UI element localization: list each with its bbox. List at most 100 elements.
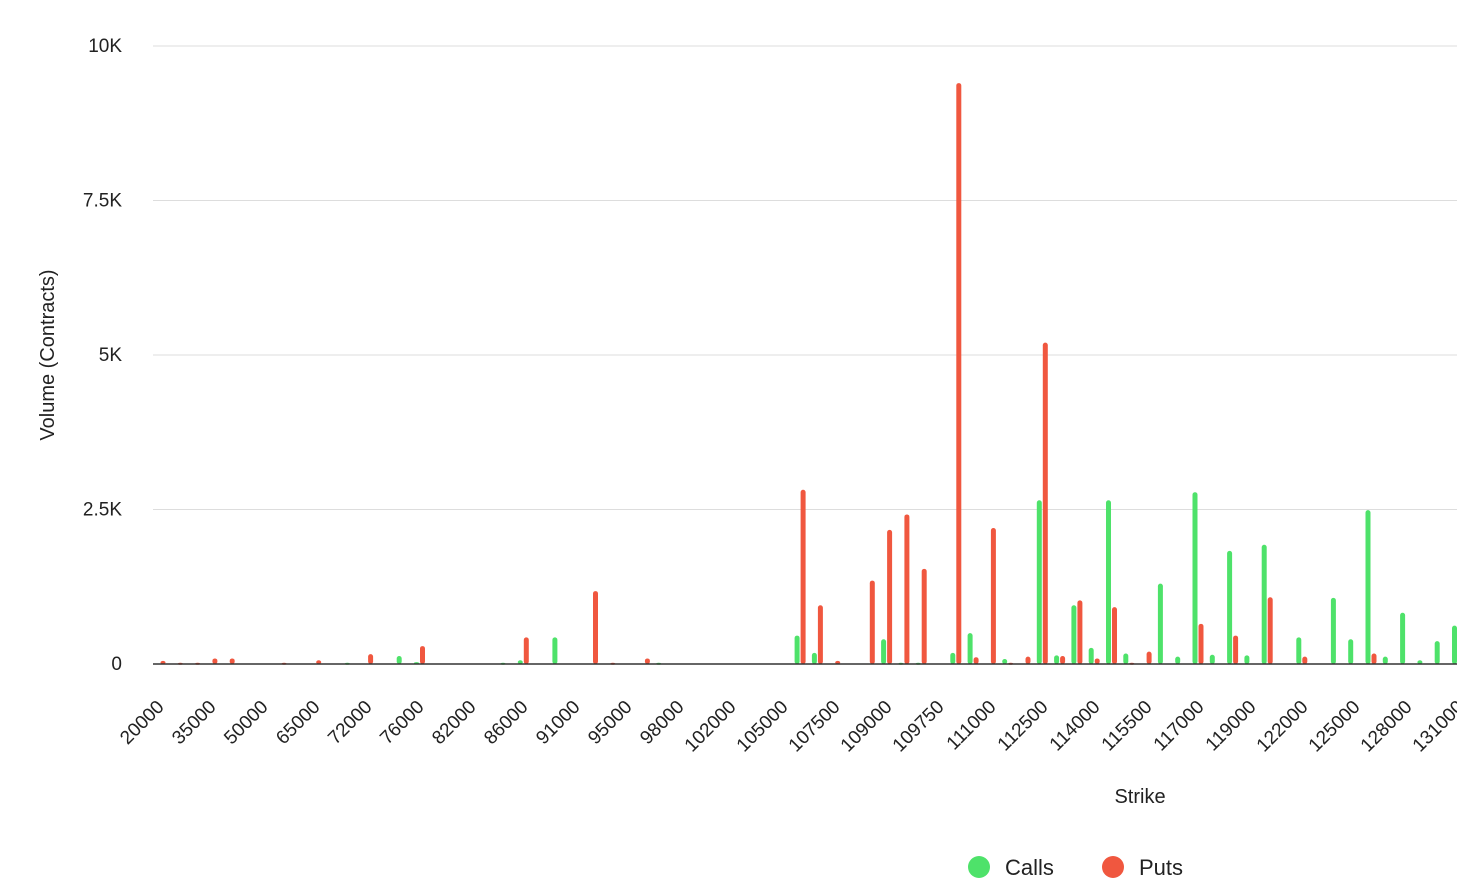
bar-puts[interactable] <box>593 591 598 664</box>
bar-calls[interactable] <box>950 652 956 664</box>
bar-calls[interactable] <box>1002 659 1008 664</box>
x-tick-label: 86000 <box>480 697 532 749</box>
bar-puts[interactable] <box>420 646 425 664</box>
x-tick-label: 91000 <box>532 697 584 749</box>
x-tick-label: 114000 <box>1046 697 1105 756</box>
bar-puts[interactable] <box>1233 635 1239 664</box>
gridlines <box>153 45 1457 510</box>
bar-puts[interactable] <box>990 528 996 664</box>
bar-puts[interactable] <box>973 657 979 664</box>
bar-puts[interactable] <box>368 654 374 664</box>
bar-puts[interactable] <box>1267 597 1273 664</box>
x-tick-label: 72000 <box>324 697 376 749</box>
bar-puts[interactable] <box>956 83 962 664</box>
bar-calls[interactable] <box>1192 492 1198 664</box>
legend-calls-marker <box>968 856 990 878</box>
bar-calls[interactable] <box>517 660 523 664</box>
bar-calls[interactable] <box>1209 654 1215 664</box>
bar-puts[interactable] <box>887 529 893 664</box>
x-tick-label: 82000 <box>428 697 480 749</box>
bar-puts[interactable] <box>160 660 166 664</box>
y-tick-label: 7.5K <box>83 191 122 212</box>
bar-calls[interactable] <box>811 652 817 664</box>
bar-calls[interactable] <box>1123 653 1129 664</box>
x-tick-label: 125000 <box>1305 697 1365 757</box>
legend[interactable]: Calls Puts <box>968 855 1183 880</box>
y-axis-ticks: 0 2.5K 5K 7.5K 10K <box>83 36 122 675</box>
bar-calls[interactable] <box>1261 544 1267 664</box>
bar-puts[interactable] <box>1042 342 1048 664</box>
bar-calls[interactable] <box>1365 510 1371 664</box>
bar-calls[interactable] <box>1157 583 1163 664</box>
bar-calls[interactable] <box>1227 550 1233 664</box>
legend-item-calls[interactable]: Calls <box>968 855 1054 880</box>
bar-calls[interactable] <box>1434 641 1440 664</box>
bar-calls[interactable] <box>1106 500 1111 664</box>
bar-calls[interactable] <box>1348 639 1354 664</box>
bar-puts[interactable] <box>1025 656 1031 664</box>
bar-puts[interactable] <box>523 637 529 664</box>
bar-puts[interactable] <box>316 660 322 664</box>
x-tick-label: 95000 <box>584 697 636 749</box>
bar-calls[interactable] <box>396 655 402 664</box>
bar-puts[interactable] <box>1112 607 1117 664</box>
bar-calls[interactable] <box>967 633 973 664</box>
y-tick-label: 0 <box>111 654 122 675</box>
bar-calls[interactable] <box>794 635 800 664</box>
x-tick-label: 109750 <box>889 697 949 757</box>
bar-puts[interactable] <box>1146 651 1152 664</box>
bar-puts[interactable] <box>1198 623 1204 664</box>
bar-calls[interactable] <box>1071 605 1077 664</box>
legend-item-puts[interactable]: Puts <box>1102 855 1183 880</box>
bar-puts[interactable] <box>1371 653 1377 664</box>
y-axis-title: Volume (Contracts) <box>37 269 59 440</box>
bar-calls[interactable] <box>1400 612 1406 664</box>
bar-puts[interactable] <box>800 489 806 664</box>
bar-calls[interactable] <box>1054 655 1060 664</box>
bar-puts[interactable] <box>229 658 235 664</box>
bar-calls[interactable] <box>552 637 558 664</box>
x-axis-title: Strike <box>1114 786 1165 808</box>
y-tick-label: 2.5K <box>83 500 122 521</box>
x-tick-label: 131000 <box>1409 697 1457 757</box>
bar-puts[interactable] <box>835 660 841 664</box>
bar-puts[interactable] <box>1302 656 1308 664</box>
bar-puts[interactable] <box>1077 600 1083 664</box>
bar-puts[interactable] <box>212 658 218 664</box>
x-tick-label: 122000 <box>1253 697 1313 757</box>
x-tick-label: 50000 <box>220 697 272 749</box>
bar-puts[interactable] <box>921 568 927 664</box>
x-tick-label: 35000 <box>168 697 220 749</box>
bar-calls[interactable] <box>1244 655 1250 664</box>
x-tick-label: 109000 <box>837 697 897 757</box>
x-axis-ticks: 20000 35000 50000 65000 72000 76000 82000 86000… <box>116 697 1457 757</box>
bar-puts[interactable] <box>1094 658 1100 664</box>
legend-puts-marker <box>1102 856 1124 878</box>
x-tick-label: 115500 <box>1098 697 1157 756</box>
y-tick-label: 5K <box>99 345 123 366</box>
x-tick-label: 112500 <box>994 697 1053 756</box>
x-tick-label: 107500 <box>785 697 845 757</box>
y-tick-label: 10K <box>88 36 122 57</box>
bar-calls[interactable] <box>881 639 887 664</box>
x-tick-label: 20000 <box>116 697 168 749</box>
bars <box>160 83 1457 665</box>
bar-puts[interactable] <box>1060 655 1066 664</box>
bar-calls[interactable] <box>1417 660 1423 664</box>
bar-calls[interactable] <box>1088 647 1094 664</box>
x-tick-label: 76000 <box>376 697 428 749</box>
legend-puts-label: Puts <box>1139 855 1183 880</box>
bar-calls[interactable] <box>1296 637 1302 664</box>
bar-puts[interactable] <box>817 605 823 664</box>
bar-calls[interactable] <box>1036 500 1042 664</box>
bar-calls[interactable] <box>1330 597 1336 664</box>
bar-calls[interactable] <box>1175 656 1181 664</box>
bar-calls[interactable] <box>1382 656 1388 664</box>
bar-puts[interactable] <box>644 658 650 664</box>
x-tick-label: 117000 <box>1150 697 1209 756</box>
bar-puts[interactable] <box>869 580 875 664</box>
bar-puts[interactable] <box>904 514 910 664</box>
x-tick-label: 105000 <box>733 697 793 757</box>
bar-calls[interactable] <box>1452 625 1457 664</box>
